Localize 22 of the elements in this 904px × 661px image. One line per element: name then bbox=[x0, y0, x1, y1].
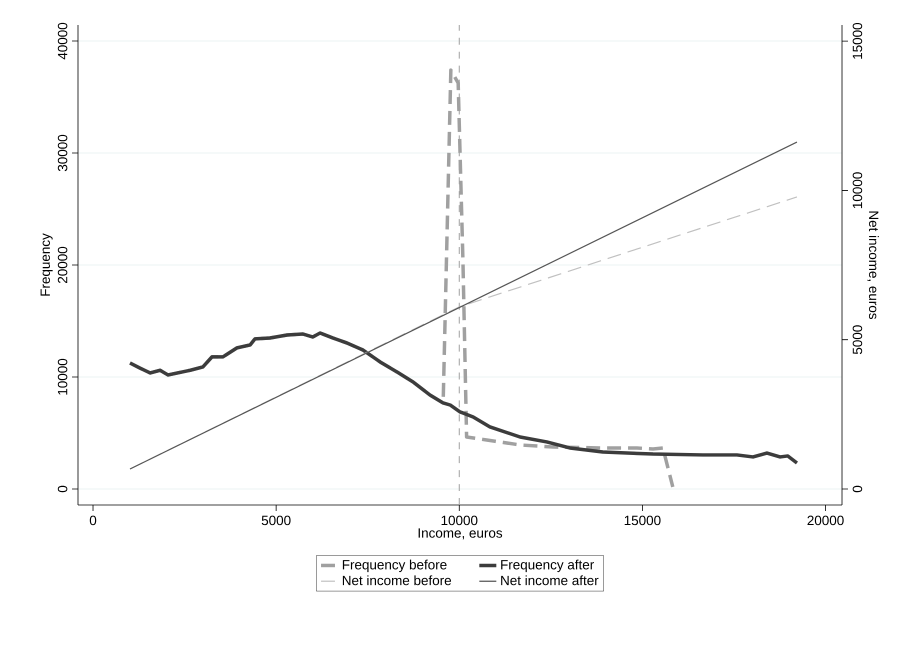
y2-tick-label: 0 bbox=[852, 486, 862, 492]
legend-label: Net income after bbox=[501, 575, 598, 586]
y2-tick-label: 5000 bbox=[852, 325, 862, 354]
y2-tick-label: 10000 bbox=[852, 172, 862, 208]
legend-label: Frequency before bbox=[342, 560, 447, 572]
legend-label: Net income before bbox=[342, 575, 452, 586]
y-axis-title: Frequency bbox=[40, 233, 53, 296]
x-axis-title: Income, euros bbox=[418, 528, 502, 540]
y-tick-label: 30000 bbox=[58, 134, 68, 172]
y2-tick-label: 15000 bbox=[852, 22, 862, 59]
x-tick-label: 0 bbox=[90, 516, 96, 526]
y-tick-label: 40000 bbox=[58, 22, 68, 60]
y-tick-label: 0 bbox=[58, 486, 68, 492]
x-tick-label: 15000 bbox=[624, 516, 661, 526]
x-tick-label: 10000 bbox=[442, 516, 478, 526]
legend-label: Frequency after bbox=[501, 560, 594, 572]
x-tick-label: 5000 bbox=[262, 516, 291, 526]
line-series bbox=[128, 331, 799, 465]
x-tick-label: 20000 bbox=[808, 516, 844, 526]
y2-axis-title: Net income, euros bbox=[867, 212, 879, 320]
y-tick-label: 10000 bbox=[58, 358, 68, 395]
y-tick-label: 20000 bbox=[58, 246, 68, 284]
